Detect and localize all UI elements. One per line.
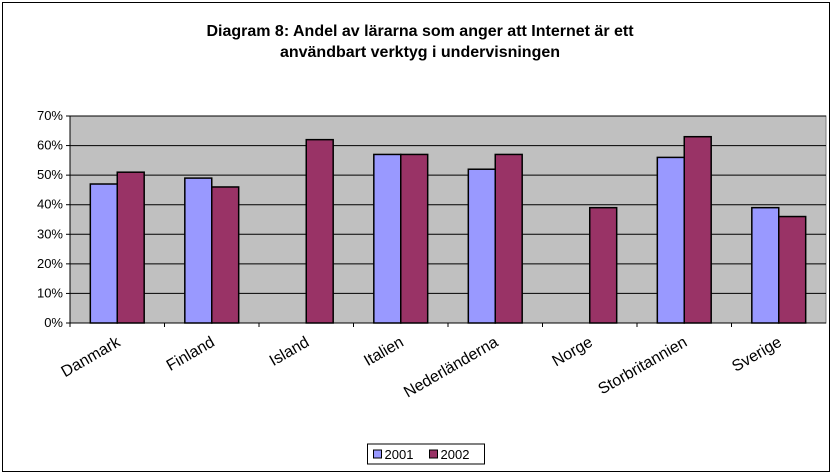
y-tick-label: 20% [37, 256, 63, 271]
chart-title: Diagram 8: Andel av lärarna som anger at… [206, 23, 634, 40]
legend-label: 2001 [385, 447, 414, 462]
bar [589, 206, 618, 324]
y-tick-label: 60% [37, 138, 63, 153]
y-tick-label: 0% [44, 315, 63, 330]
bar [184, 177, 213, 324]
bar [89, 183, 118, 324]
chart-title: användbart verktyg i undervisningen [280, 44, 560, 61]
legend-swatch [373, 449, 382, 459]
bar [305, 138, 334, 324]
bar [778, 215, 807, 324]
bar [211, 186, 240, 324]
y-tick-label: 30% [37, 226, 63, 241]
legend-swatch [429, 449, 438, 459]
bar [467, 168, 497, 324]
bar [751, 206, 780, 324]
legend-label: 2002 [441, 447, 470, 462]
bar [494, 153, 523, 324]
y-tick-label: 40% [37, 197, 63, 212]
legend-box [367, 443, 485, 465]
bar [656, 156, 686, 324]
plot-area [69, 115, 827, 324]
bar [373, 153, 402, 324]
bar [116, 171, 145, 324]
bar [683, 135, 712, 324]
y-tick-label: 10% [37, 285, 63, 300]
bar [400, 153, 429, 324]
y-tick-label: 50% [37, 167, 63, 182]
y-tick-label: 70% [37, 108, 63, 123]
